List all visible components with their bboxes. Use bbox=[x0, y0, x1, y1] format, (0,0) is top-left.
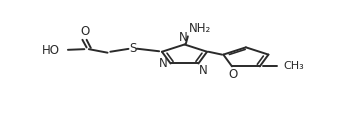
Text: HO: HO bbox=[42, 44, 60, 57]
Text: CH₃: CH₃ bbox=[284, 61, 304, 71]
Text: N: N bbox=[158, 57, 167, 70]
Text: O: O bbox=[229, 68, 238, 81]
Text: O: O bbox=[80, 25, 89, 38]
Text: N: N bbox=[199, 64, 208, 77]
Text: N: N bbox=[179, 31, 188, 44]
Text: S: S bbox=[129, 42, 136, 55]
Text: NH₂: NH₂ bbox=[189, 22, 211, 35]
